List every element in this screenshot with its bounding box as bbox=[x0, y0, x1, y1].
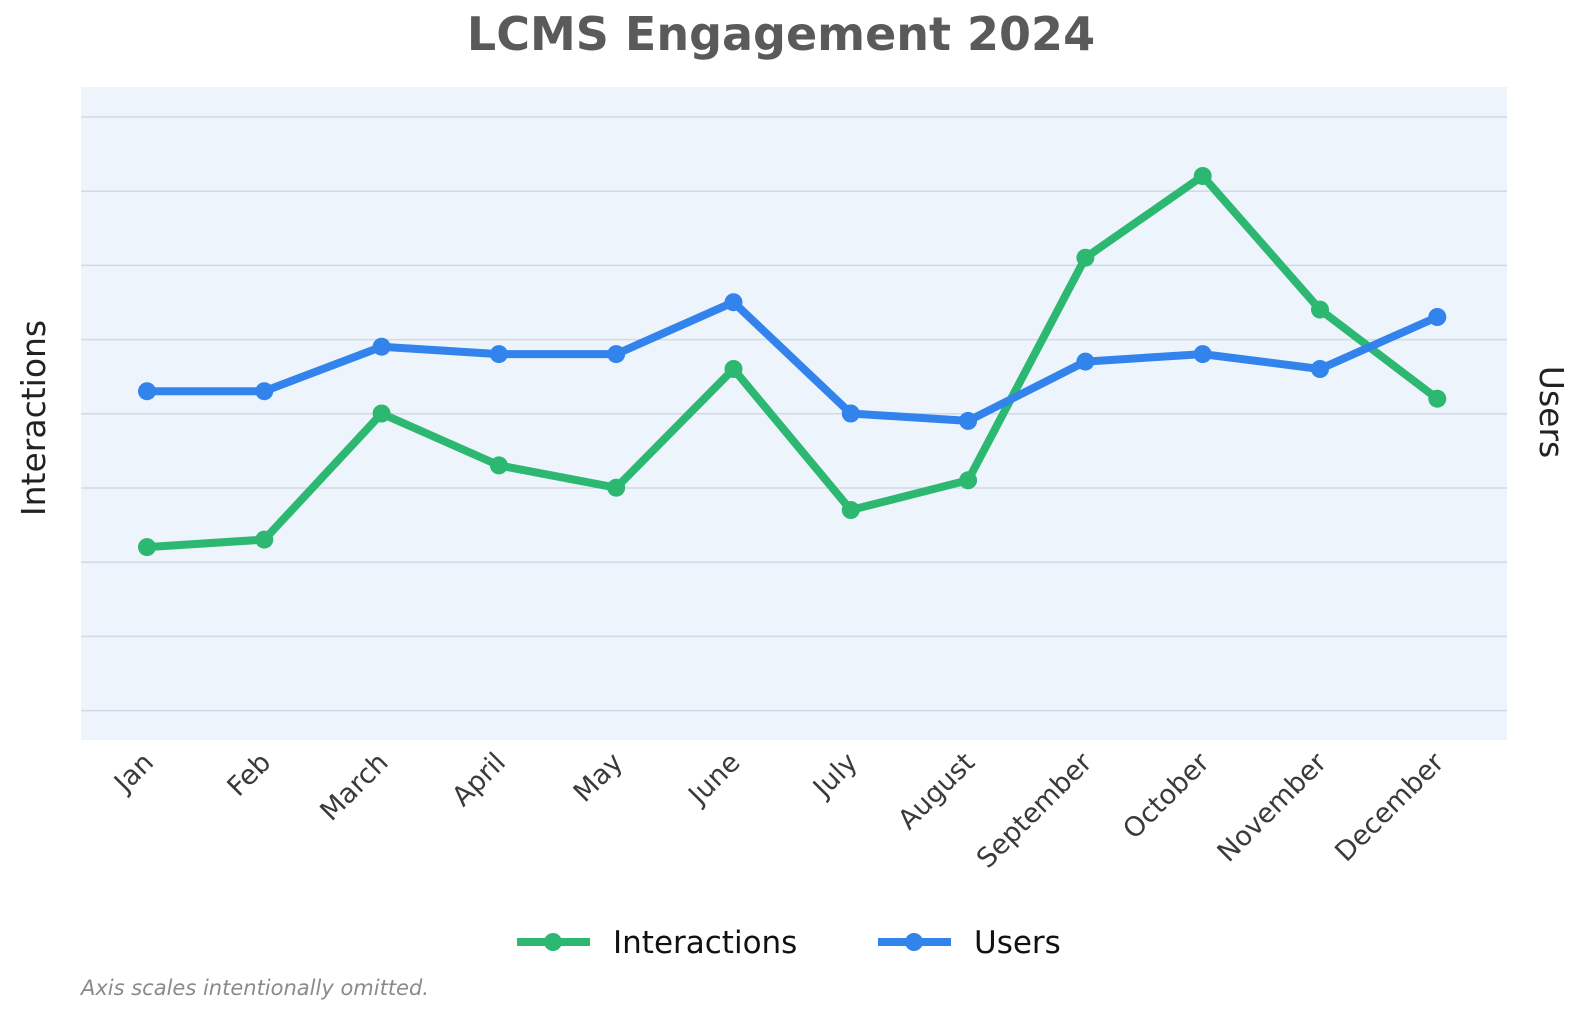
data-point-users bbox=[959, 411, 978, 430]
legend-marker-interactions bbox=[544, 933, 562, 951]
data-point-users bbox=[1193, 345, 1212, 364]
x-tick-label: April bbox=[446, 747, 512, 813]
chart-title: LCMS Engagement 2024 bbox=[467, 7, 1095, 61]
data-point-interactions bbox=[724, 360, 743, 378]
data-point-users bbox=[841, 404, 860, 423]
data-point-users bbox=[372, 337, 391, 356]
data-point-interactions bbox=[489, 456, 508, 475]
data-point-users bbox=[1311, 360, 1329, 378]
x-tick-label: August bbox=[892, 747, 981, 836]
data-point-interactions bbox=[1311, 300, 1329, 319]
data-point-users bbox=[607, 345, 626, 364]
y2-axis-label: Users bbox=[1532, 366, 1571, 458]
data-point-interactions bbox=[1193, 167, 1212, 185]
data-point-interactions bbox=[607, 478, 626, 497]
data-point-interactions bbox=[1428, 389, 1447, 408]
legend-label-interactions: Interactions bbox=[613, 925, 797, 961]
data-point-interactions bbox=[255, 530, 274, 549]
legend: Interactions Users bbox=[517, 925, 1061, 961]
series-points bbox=[138, 167, 1447, 557]
data-point-users bbox=[255, 382, 274, 401]
data-point-users bbox=[724, 293, 743, 312]
data-point-interactions bbox=[138, 538, 156, 557]
x-tick-label: June bbox=[682, 747, 747, 812]
data-point-interactions bbox=[841, 501, 860, 519]
series-line-users bbox=[143, 298, 1442, 425]
legend-marker-users bbox=[905, 933, 923, 951]
x-tick-label: Jan bbox=[107, 747, 160, 800]
series-line-interactions bbox=[143, 172, 1442, 552]
x-tick-label: July bbox=[806, 747, 864, 805]
data-point-interactions bbox=[1076, 248, 1095, 267]
series-lines bbox=[143, 172, 1442, 552]
x-axis-tick-labels: Jan Feb March April May June July AugustSeptemb… bbox=[107, 746, 1451, 874]
data-point-interactions bbox=[372, 404, 391, 423]
gridlines bbox=[81, 116, 1507, 712]
data-point-interactions bbox=[959, 471, 978, 490]
x-tick-label: December bbox=[1329, 746, 1451, 868]
legend-item-interactions: Interactions bbox=[517, 925, 797, 961]
legend-label-users: Users bbox=[974, 925, 1061, 961]
x-tick-label: March bbox=[314, 747, 394, 827]
x-tick-label: May bbox=[568, 747, 629, 808]
x-tick-label: November bbox=[1212, 746, 1334, 868]
footnote: Axis scales intentionally omitted. bbox=[79, 976, 429, 1000]
data-point-users bbox=[1076, 352, 1095, 371]
y-axis-label: Interactions bbox=[14, 320, 53, 516]
x-tick-label: Feb bbox=[222, 747, 278, 803]
data-point-users bbox=[1428, 308, 1447, 326]
x-tick-label: October bbox=[1117, 746, 1216, 845]
data-point-users bbox=[489, 345, 508, 364]
legend-item-users: Users bbox=[878, 925, 1061, 961]
x-tick-label: September bbox=[971, 746, 1099, 874]
data-point-users bbox=[138, 382, 156, 401]
